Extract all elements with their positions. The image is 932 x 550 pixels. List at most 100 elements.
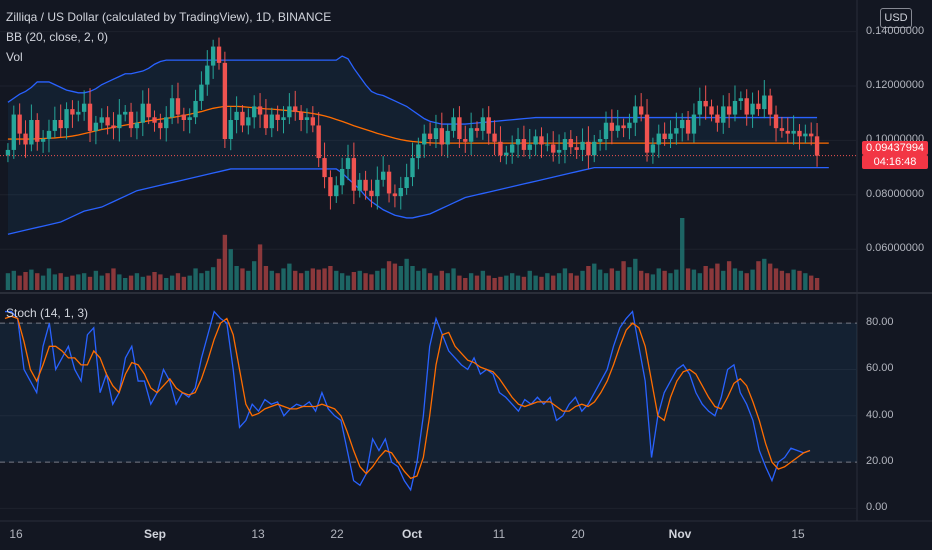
- candle-body[interactable]: [762, 95, 767, 110]
- candle-body[interactable]: [252, 106, 257, 118]
- candle-body[interactable]: [773, 114, 779, 129]
- candle-body[interactable]: [803, 133, 808, 137]
- candle-body[interactable]: [422, 133, 427, 145]
- candle-body[interactable]: [603, 122, 609, 140]
- candle-body[interactable]: [785, 130, 790, 134]
- candle-body[interactable]: [117, 114, 122, 129]
- candle-body[interactable]: [445, 130, 450, 145]
- candle-body[interactable]: [64, 109, 69, 129]
- candle-body[interactable]: [87, 103, 93, 131]
- candle-body[interactable]: [164, 117, 169, 129]
- candle-body[interactable]: [169, 98, 175, 118]
- currency-button[interactable]: USD: [880, 8, 912, 28]
- candle-body[interactable]: [369, 190, 374, 197]
- candle-body[interactable]: [662, 133, 667, 140]
- candle-body[interactable]: [726, 106, 732, 115]
- candle-body[interactable]: [656, 133, 661, 145]
- symbol-title[interactable]: Zilliqa / US Dollar (calculated by Tradi…: [6, 10, 332, 24]
- candle-body[interactable]: [644, 114, 650, 153]
- candle-body[interactable]: [17, 114, 22, 134]
- candle-body[interactable]: [222, 62, 228, 140]
- candle-body[interactable]: [410, 158, 415, 178]
- candle-body[interactable]: [76, 111, 81, 115]
- candle-body[interactable]: [486, 117, 491, 134]
- candle-body[interactable]: [105, 117, 110, 126]
- candle-body[interactable]: [615, 125, 620, 131]
- candle-body[interactable]: [551, 144, 556, 153]
- candle-body[interactable]: [234, 111, 239, 120]
- candle-body[interactable]: [99, 117, 104, 123]
- candle-body[interactable]: [269, 114, 274, 129]
- candle-body[interactable]: [650, 144, 656, 153]
- candle-body[interactable]: [468, 128, 474, 142]
- candle-body[interactable]: [398, 188, 403, 197]
- stoch-indicator-label[interactable]: Stoch (14, 1, 3): [6, 306, 89, 320]
- candle-body[interactable]: [93, 122, 99, 131]
- candle-body[interactable]: [81, 103, 87, 112]
- candle-body[interactable]: [738, 98, 744, 101]
- candle-body[interactable]: [152, 117, 157, 123]
- candle-body[interactable]: [545, 144, 550, 146]
- candle-body[interactable]: [767, 95, 773, 115]
- candle-body[interactable]: [539, 136, 544, 145]
- candle-body[interactable]: [638, 106, 644, 115]
- candle-body[interactable]: [257, 106, 263, 115]
- candle-body[interactable]: [386, 171, 392, 194]
- candle-body[interactable]: [404, 177, 409, 188]
- candle-body[interactable]: [316, 125, 321, 159]
- candle-body[interactable]: [680, 120, 685, 129]
- candle-body[interactable]: [533, 136, 538, 145]
- candle-body[interactable]: [228, 120, 233, 140]
- candle-body[interactable]: [46, 130, 52, 140]
- candle-body[interactable]: [128, 111, 134, 129]
- candle-body[interactable]: [703, 100, 708, 107]
- bb-indicator-label[interactable]: BB (20, close, 2, 0): [6, 30, 109, 44]
- candle-body[interactable]: [392, 193, 398, 197]
- candle-body[interactable]: [416, 144, 421, 159]
- candle-body[interactable]: [691, 114, 697, 134]
- candle-body[interactable]: [310, 117, 316, 126]
- candle-body[interactable]: [375, 179, 380, 197]
- candle-body[interactable]: [181, 114, 187, 120]
- candle-body[interactable]: [175, 98, 181, 115]
- candle-body[interactable]: [205, 65, 210, 85]
- candle-body[interactable]: [797, 130, 802, 137]
- candle-body[interactable]: [275, 114, 280, 120]
- candle-body[interactable]: [146, 103, 151, 118]
- candle-body[interactable]: [756, 103, 761, 110]
- candle-body[interactable]: [809, 133, 814, 137]
- candle-body[interactable]: [586, 141, 591, 156]
- candle-body[interactable]: [433, 128, 439, 140]
- candle-body[interactable]: [498, 141, 503, 156]
- candle-body[interactable]: [11, 114, 16, 150]
- candle-body[interactable]: [363, 179, 368, 191]
- candle-body[interactable]: [322, 158, 327, 178]
- candle-body[interactable]: [281, 117, 286, 120]
- candle-body[interactable]: [715, 114, 720, 123]
- candle-body[interactable]: [721, 106, 726, 123]
- candle-body[interactable]: [451, 117, 456, 131]
- candle-body[interactable]: [35, 120, 40, 142]
- candle-body[interactable]: [814, 136, 820, 156]
- candle-body[interactable]: [328, 177, 333, 197]
- candle-body[interactable]: [732, 100, 738, 115]
- candle-body[interactable]: [123, 111, 128, 115]
- candle-body[interactable]: [504, 152, 509, 156]
- candle-body[interactable]: [521, 139, 527, 150]
- candle-body[interactable]: [562, 139, 568, 150]
- candle-body[interactable]: [597, 139, 603, 142]
- candle-body[interactable]: [216, 46, 222, 63]
- candle-body[interactable]: [492, 133, 497, 142]
- candle-body[interactable]: [351, 158, 357, 191]
- candle-body[interactable]: [709, 106, 714, 115]
- candle-body[interactable]: [697, 100, 702, 115]
- candle-body[interactable]: [134, 122, 140, 129]
- stochastic-pane[interactable]: [0, 310, 857, 492]
- candle-body[interactable]: [29, 120, 34, 145]
- candle-body[interactable]: [246, 117, 251, 126]
- candle-body[interactable]: [210, 46, 216, 66]
- candle-body[interactable]: [633, 106, 638, 123]
- candle-body[interactable]: [70, 109, 75, 115]
- candle-body[interactable]: [199, 84, 204, 101]
- candle-body[interactable]: [791, 130, 796, 134]
